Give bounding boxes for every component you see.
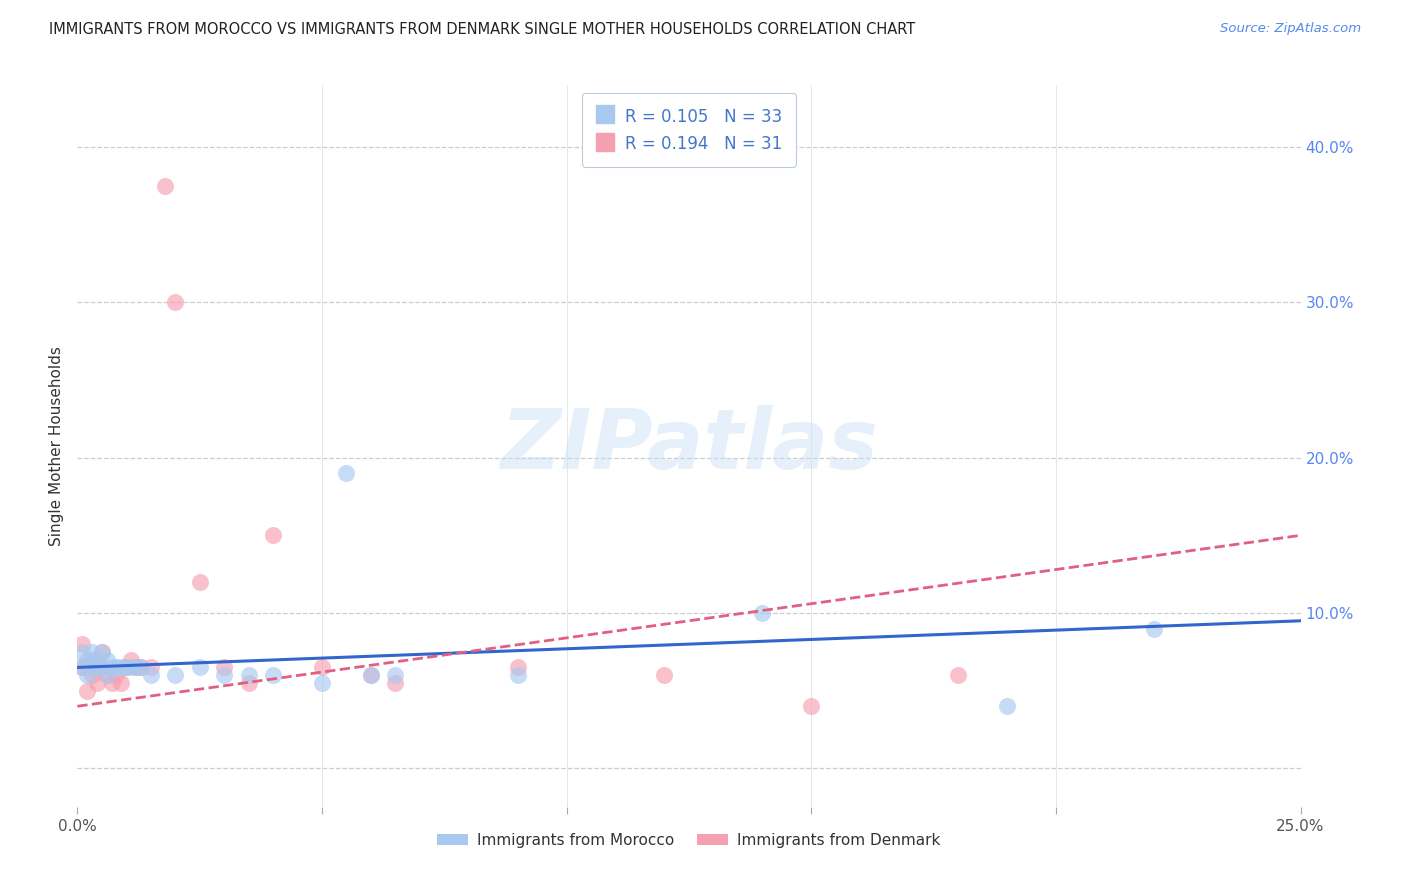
Point [110,676,132,690]
Text: Source: ZipAtlas.com: Source: ZipAtlas.com [1220,22,1361,36]
Point [80,668,103,682]
Point [120,653,142,667]
Point [238,676,260,690]
Point [96,668,118,682]
Point [238,668,260,682]
Point [129,660,152,674]
Point [165,668,187,682]
Point [188,660,211,674]
Point [70,645,93,659]
Point [100,660,122,674]
Text: ZIPatlas: ZIPatlas [501,406,877,486]
Point [384,668,406,682]
Point [86,660,108,674]
Point [995,699,1018,714]
Point [80,653,103,667]
Point [86,676,108,690]
Point [80,645,103,659]
Point [76,668,98,682]
Point [165,295,187,310]
Point [70,660,93,674]
Point [751,606,773,620]
Point [96,668,118,682]
Point [76,660,98,674]
Point [86,653,108,667]
Point [360,668,382,682]
Point [70,660,93,674]
Point [76,653,98,667]
Point [129,660,152,674]
Point [105,668,128,682]
Point [654,668,676,682]
Point [90,645,112,659]
Point [262,668,284,682]
Y-axis label: Single Mother Households: Single Mother Households [49,346,65,546]
Point [125,660,148,674]
Point [384,676,406,690]
Point [212,668,235,682]
Point [360,668,382,682]
Point [76,683,98,698]
Point [155,178,177,193]
Point [90,660,112,674]
Point [90,645,112,659]
Point [1143,622,1166,636]
Point [311,676,333,690]
Point [70,637,93,651]
Point [139,668,162,682]
Point [506,668,529,682]
Text: IMMIGRANTS FROM MOROCCO VS IMMIGRANTS FROM DENMARK SINGLE MOTHER HOUSEHOLDS CORR: IMMIGRANTS FROM MOROCCO VS IMMIGRANTS FR… [49,22,915,37]
Point [946,668,969,682]
Point [115,660,138,674]
Legend: Immigrants from Morocco, Immigrants from Denmark: Immigrants from Morocco, Immigrants from… [432,827,946,854]
Point [125,660,148,674]
Point [96,653,118,667]
Point [506,660,529,674]
Point [335,466,357,480]
Point [105,660,128,674]
Point [212,660,235,674]
Point [90,660,112,674]
Point [80,660,103,674]
Point [100,676,122,690]
Point [262,528,284,542]
Point [115,660,138,674]
Point [188,574,211,589]
Point [110,660,132,674]
Point [800,699,823,714]
Point [139,660,162,674]
Point [120,660,142,674]
Point [311,660,333,674]
